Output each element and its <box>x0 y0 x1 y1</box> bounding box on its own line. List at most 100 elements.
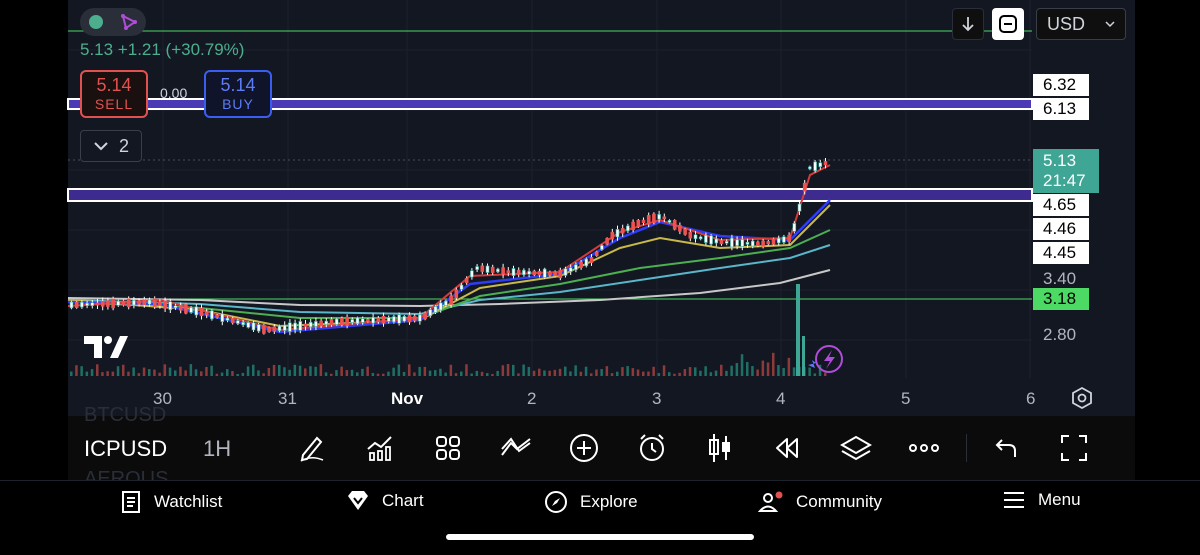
volume-bar <box>158 372 161 376</box>
symbol-selector[interactable]: ICPUSD <box>84 436 168 461</box>
price-label-6-13: 6.13 <box>1033 98 1089 120</box>
buy-button[interactable]: 5.14 BUY <box>204 70 272 118</box>
candle-body <box>470 270 474 278</box>
candle-body <box>199 307 204 317</box>
volume-bar <box>288 369 291 376</box>
volume-bar <box>766 362 770 376</box>
volume-bar <box>512 364 515 376</box>
volume-bar <box>132 367 135 376</box>
add-icon[interactable] <box>566 430 602 466</box>
volume-bar <box>688 367 692 376</box>
indicators-toggle-button[interactable]: 2 <box>80 130 142 162</box>
compass-icon <box>545 491 567 513</box>
candle-body <box>376 317 381 323</box>
scroll-to-realtime-button[interactable] <box>952 8 984 40</box>
nav-chart[interactable]: Chart <box>346 490 424 512</box>
candle-body <box>667 220 672 223</box>
volume-bar <box>371 372 375 376</box>
candle-body <box>433 306 438 313</box>
indicators-icon[interactable] <box>362 430 398 466</box>
alert-icon[interactable] <box>634 430 670 466</box>
price-chart[interactable] <box>0 0 1200 480</box>
symbol-status-pill[interactable] <box>80 8 146 36</box>
price-label-3-40: 3.40 <box>1043 269 1077 288</box>
tradingview-logo-icon <box>84 336 128 358</box>
volume-bar <box>236 373 239 376</box>
volume-bar <box>241 372 245 376</box>
candle-body <box>95 302 100 306</box>
resistance-zone-upper <box>67 98 1033 110</box>
candle-body <box>631 221 635 231</box>
candle-type-icon[interactable] <box>702 430 738 466</box>
nav-community[interactable]: Community <box>758 490 882 514</box>
price-label-3-18: 3.18 <box>1033 288 1089 310</box>
candle-body <box>288 322 292 332</box>
candle-body <box>85 302 89 306</box>
price-label-2-80: 2.80 <box>1043 325 1077 344</box>
candle-body <box>600 245 604 250</box>
nav-explore[interactable]: Explore <box>544 490 638 514</box>
chart-settings-button[interactable] <box>1070 386 1094 410</box>
chevron-down-icon <box>94 142 108 151</box>
nav-label: Chart <box>382 491 424 510</box>
currency-select[interactable]: USD <box>1036 8 1126 40</box>
candle-body <box>345 316 349 326</box>
draw-icon[interactable] <box>294 430 330 466</box>
price-label-4-65: 4.65 <box>1033 194 1089 216</box>
volume-bar <box>553 369 557 376</box>
candle-body <box>272 326 277 332</box>
sell-button[interactable]: 5.14 SELL <box>80 70 148 118</box>
candle-body <box>782 236 786 243</box>
volume-bar <box>423 366 427 376</box>
replay-icon[interactable] <box>770 430 806 466</box>
compare-icon[interactable] <box>498 430 534 466</box>
interval-selector[interactable]: 1H <box>203 436 232 461</box>
candle-body <box>475 266 479 270</box>
volume-bar <box>153 369 156 376</box>
volume-bar <box>246 366 250 376</box>
layers-icon[interactable] <box>838 430 874 466</box>
price-label-6-32: 6.32 <box>1033 74 1089 96</box>
volume-bar <box>501 365 505 376</box>
time-label: 31 <box>278 389 297 408</box>
candle-body <box>90 302 95 307</box>
watchlist-icon <box>122 491 140 513</box>
candle-body <box>80 301 84 308</box>
volume-bar <box>356 372 359 376</box>
candle-body <box>672 220 677 230</box>
volume-bar <box>548 370 551 376</box>
fullscreen-icon[interactable] <box>1056 430 1092 466</box>
candle-body <box>787 234 791 243</box>
undo-icon[interactable] <box>988 430 1024 466</box>
volume-bar <box>257 370 260 376</box>
candle-body <box>132 299 136 306</box>
candle-body <box>480 265 485 272</box>
nav-menu[interactable]: Menu <box>1002 490 1081 510</box>
volume-bar <box>428 370 432 376</box>
candle-body <box>662 216 667 220</box>
time-label: 3 <box>652 389 662 408</box>
buy-label: BUY <box>222 96 254 112</box>
screenshot-button[interactable] <box>992 8 1024 40</box>
volume-bar <box>616 371 619 376</box>
candle-body <box>246 322 251 328</box>
volume-bar <box>787 357 791 376</box>
candle-body <box>496 268 500 273</box>
candle-body <box>74 301 79 308</box>
candle-body <box>277 325 282 332</box>
volume-bar <box>647 371 650 376</box>
candle-body <box>620 228 625 234</box>
templates-icon[interactable] <box>430 430 466 466</box>
candle-body <box>548 271 552 276</box>
more-icon[interactable] <box>906 430 942 466</box>
volume-bar <box>792 367 796 376</box>
volume-bar <box>496 370 499 376</box>
nav-watchlist[interactable]: Watchlist <box>120 490 222 514</box>
volume-bar <box>730 365 733 376</box>
volume-bar <box>267 367 271 376</box>
candle-body <box>262 324 266 334</box>
home-indicator <box>446 534 754 540</box>
candle-body <box>142 299 147 306</box>
candle-body <box>168 301 173 311</box>
candle-body <box>641 219 646 224</box>
